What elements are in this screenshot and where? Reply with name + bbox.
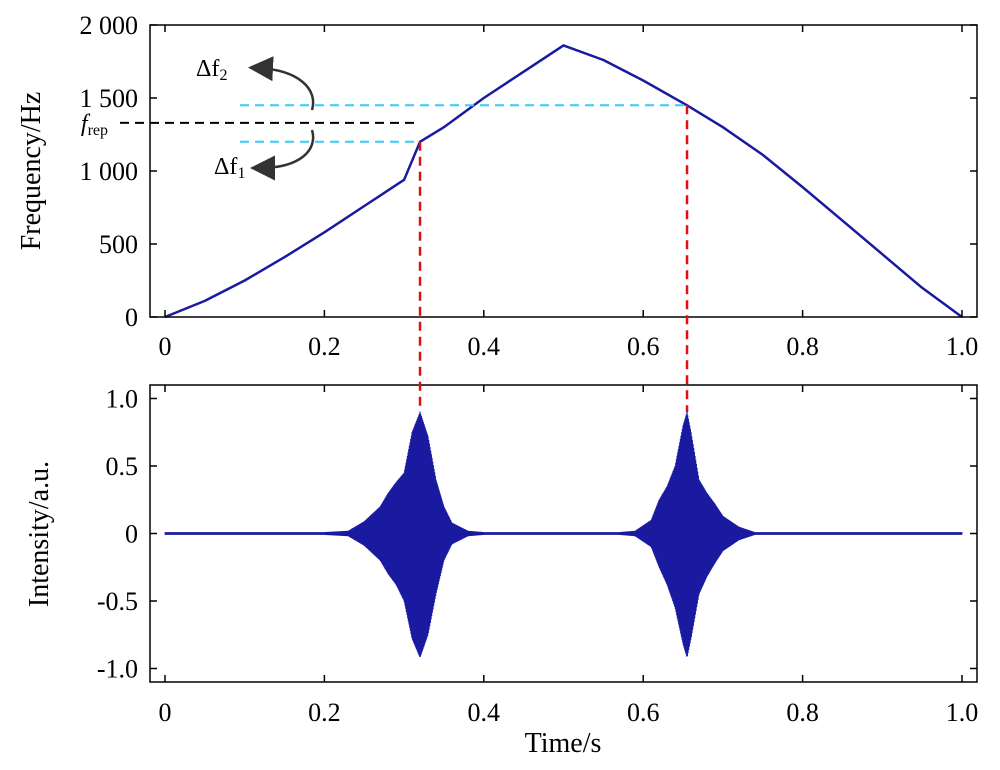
delta-f1-arrow xyxy=(250,129,315,181)
delta-f2-sub: 2 xyxy=(219,67,227,84)
time-marker-lines xyxy=(418,105,689,412)
frequency-x-tick-label: 0.6 xyxy=(627,332,660,361)
frequency-panel: 0 0.2 0.4 0.6 0.8 1.0 0 500 1 000 1 500 2 000 Fre… xyxy=(16,11,978,361)
intensity-x-tick-label: 0.8 xyxy=(786,698,819,727)
f-rep-main: f xyxy=(81,111,91,137)
intensity-x-tick-label: 0.4 xyxy=(468,698,501,727)
frequency-series-line xyxy=(164,44,963,319)
intensity-y-tick-label: 1.0 xyxy=(106,385,139,414)
frequency-y-tick-label: 0 xyxy=(125,303,138,332)
intensity-y-tick-label: 0.5 xyxy=(106,452,139,481)
intensity-plot-area xyxy=(164,411,963,657)
delta-f2-main: Δf xyxy=(196,56,219,82)
frequency-x-tick-label: 1.0 xyxy=(946,332,979,361)
intensity-x-tick-label: 0.6 xyxy=(627,698,660,727)
intensity-x-tick-label: 1.0 xyxy=(946,698,979,727)
frequency-x-ticks: 0 0.2 0.4 0.6 0.8 1.0 xyxy=(159,25,979,361)
frequency-y-ticks: 0 500 1 000 1 500 2 000 xyxy=(80,11,977,332)
frequency-y-tick-label: 1 500 xyxy=(80,84,139,113)
delta-f2-label: Δf2 xyxy=(196,56,227,84)
intensity-y-tick-label: -1.0 xyxy=(97,655,138,684)
delta-f2-arrow xyxy=(248,56,315,111)
frequency-y-axis-title: Frequency/Hz xyxy=(16,92,47,251)
intensity-x-ticks: 0 0.2 0.4 0.6 0.8 1.0 xyxy=(159,385,979,727)
intensity-x-tick-label: 0 xyxy=(159,698,172,727)
f-rep-label: frep xyxy=(81,111,108,139)
frequency-annotations: frep Δf2 Δf1 xyxy=(81,56,315,182)
f-rep-sub: rep xyxy=(88,122,108,139)
frequency-x-tick-label: 0.4 xyxy=(468,332,501,361)
delta-f1-label: Δf1 xyxy=(214,154,245,182)
intensity-y-ticks: -1.0 -0.5 0 0.5 1.0 xyxy=(97,385,977,684)
intensity-x-tick-label: 0.2 xyxy=(308,698,341,727)
frequency-plot-area xyxy=(120,44,963,319)
frequency-x-tick-label: 0.2 xyxy=(308,332,341,361)
frequency-y-tick-label: 500 xyxy=(99,230,138,259)
intensity-y-axis-title: Intensity/a.u. xyxy=(24,461,55,607)
delta-f1-main: Δf xyxy=(214,154,237,180)
intensity-y-tick-label: 0 xyxy=(125,520,138,549)
intensity-panel: 0 0.2 0.4 0.6 0.8 1.0 -1.0 -0.5 0 0.5 1.0 Intensi… xyxy=(24,384,979,759)
intensity-series-signal xyxy=(164,411,963,657)
frequency-x-tick-label: 0.8 xyxy=(786,332,819,361)
time-x-axis-title: Time/s xyxy=(525,728,602,759)
frequency-y-tick-label: 1 000 xyxy=(80,157,139,186)
delta-f1-sub: 1 xyxy=(237,165,245,182)
intensity-y-tick-label: -0.5 xyxy=(97,587,138,616)
frequency-x-tick-label: 0 xyxy=(159,332,172,361)
frequency-y-tick-label: 2 000 xyxy=(80,11,139,40)
